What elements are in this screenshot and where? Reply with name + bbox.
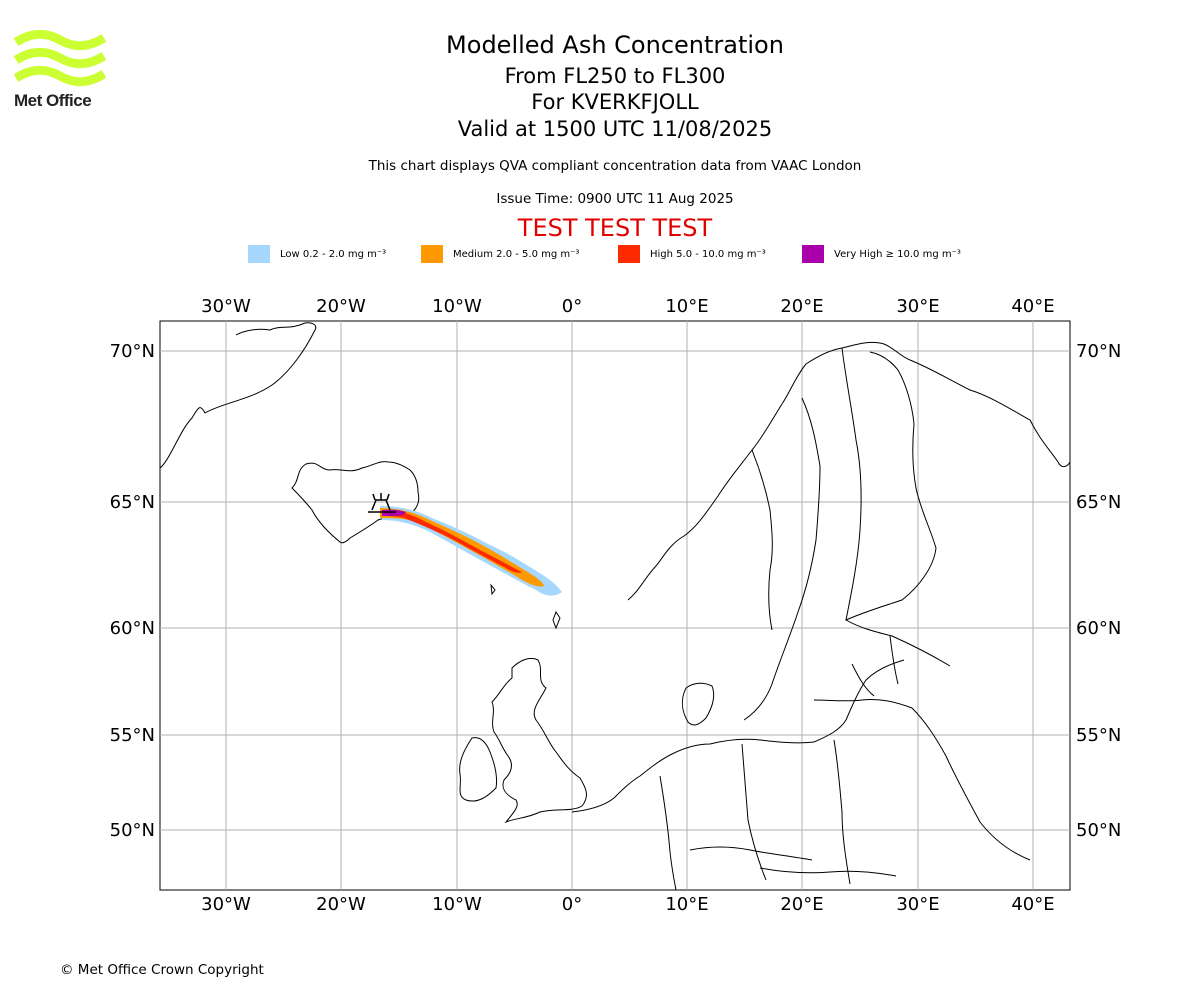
map-frame (159, 320, 1071, 891)
lat-label: 65°N (1076, 492, 1121, 513)
legend-item-low: Low 0.2 - 2.0 mg m⁻³ (248, 244, 386, 264)
plume-very-high (382, 509, 406, 516)
ash-map: 30°W 20°W 10°W 0° 10°E 20°E 30°E 40°E 30… (110, 296, 1122, 915)
lon-labels-bottom: 30°W 20°W 10°W 0° 10°E 20°E 30°E 40°E (201, 894, 1054, 915)
legend-item-medium: Medium 2.0 - 5.0 mg m⁻³ (421, 244, 579, 264)
lon-label: 20°W (316, 894, 366, 915)
legend-item-high: High 5.0 - 10.0 mg m⁻³ (618, 244, 766, 264)
legend-label-medium: Medium 2.0 - 5.0 mg m⁻³ (453, 248, 580, 260)
lon-label: 40°E (1011, 296, 1054, 317)
lat-label: 55°N (1076, 725, 1121, 746)
lat-label: 50°N (110, 820, 155, 841)
lon-label: 30°W (201, 894, 251, 915)
met-office-logo (14, 30, 106, 87)
lon-label: 30°W (201, 296, 251, 317)
legend-swatch-very-high (802, 245, 824, 263)
logo-text: Met Office (14, 91, 92, 110)
lat-label: 70°N (110, 341, 155, 362)
coastlines (159, 322, 1071, 891)
legend: Low 0.2 - 2.0 mg m⁻³ Medium 2.0 - 5.0 mg… (0, 244, 1200, 264)
lon-label: 10°W (432, 894, 482, 915)
lon-label: 20°E (780, 894, 823, 915)
ash-plume (380, 506, 562, 596)
lon-label: 30°E (896, 894, 939, 915)
lat-label: 60°N (1076, 618, 1121, 639)
valid-time: Valid at 1500 UTC 11/08/2025 (457, 117, 773, 141)
lat-labels-right: 70°N 65°N 60°N 55°N 50°N (1076, 341, 1121, 841)
lon-labels-top: 30°W 20°W 10°W 0° 10°E 20°E 30°E 40°E (201, 296, 1054, 317)
legend-label-high: High 5.0 - 10.0 mg m⁻³ (650, 248, 766, 260)
chart-subtitle: This chart displays QVA compliant concen… (368, 158, 862, 174)
chart-title: Modelled Ash Concentration (446, 31, 784, 59)
legend-item-very-high: Very High ≥ 10.0 mg m⁻³ (802, 244, 961, 264)
legend-swatch-medium (421, 245, 443, 263)
lat-labels-left: 70°N 65°N 60°N 55°N 50°N (110, 341, 155, 841)
test-banner: TEST TEST TEST (517, 214, 713, 242)
plume-medium (380, 508, 544, 587)
legend-swatch-high (618, 245, 640, 263)
volcano-icon (368, 493, 396, 513)
legend-label-very-high: Very High ≥ 10.0 mg m⁻³ (834, 248, 961, 260)
lon-label: 30°E (896, 296, 939, 317)
lon-label: 0° (562, 894, 582, 915)
lat-label: 60°N (110, 618, 155, 639)
lon-label: 0° (562, 296, 582, 317)
lat-label: 55°N (110, 725, 155, 746)
lon-label: 10°W (432, 296, 482, 317)
lon-label: 10°E (665, 894, 708, 915)
lon-label: 40°E (1011, 894, 1054, 915)
volcano-name: For KVERKFJOLL (531, 90, 699, 114)
lat-label: 70°N (1076, 341, 1121, 362)
lat-label: 50°N (1076, 820, 1121, 841)
lon-label: 20°W (316, 296, 366, 317)
lon-label: 10°E (665, 296, 708, 317)
graticule (160, 321, 1070, 890)
legend-label-low: Low 0.2 - 2.0 mg m⁻³ (280, 248, 387, 260)
lat-label: 65°N (110, 492, 155, 513)
plume-high (382, 510, 522, 573)
copyright: © Met Office Crown Copyright (60, 962, 264, 978)
issue-time: Issue Time: 0900 UTC 11 Aug 2025 (496, 191, 734, 207)
flight-level-range: From FL250 to FL300 (504, 64, 726, 88)
lon-label: 20°E (780, 296, 823, 317)
legend-swatch-low (248, 245, 270, 263)
